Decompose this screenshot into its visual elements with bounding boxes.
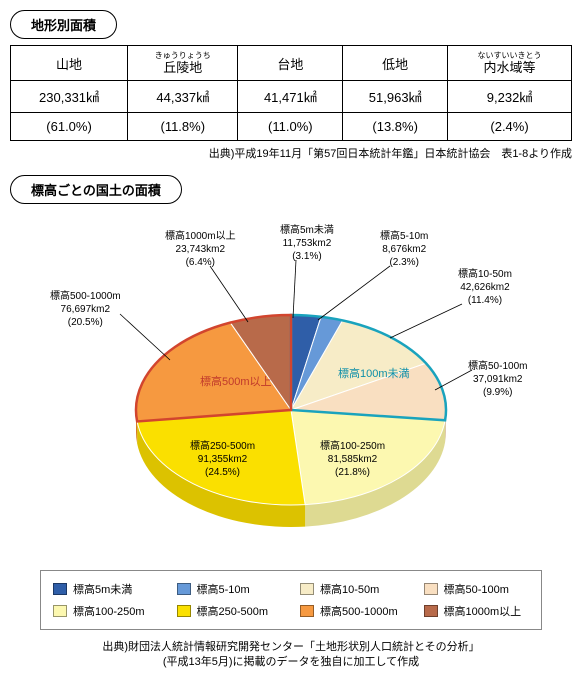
cell-pct: (61.0%): [11, 113, 128, 141]
annot-high: 標高500m以上: [200, 373, 272, 389]
slice-label: 標高100-250m81,585km2(21.8%): [320, 440, 385, 479]
legend-item: 標高500-1000m: [300, 603, 406, 619]
col-header: 山地: [11, 46, 128, 81]
legend-label: 標高250-500m: [197, 603, 269, 619]
legend-swatch-icon: [424, 583, 438, 595]
legend: 標高5m未満 標高5-10m 標高10-50m 標高50-100m 標高100-250…: [40, 570, 542, 630]
slice-label: 標高10-50m42,626km2(11.4%): [458, 268, 512, 307]
legend-swatch-icon: [300, 583, 314, 595]
legend-swatch-icon: [53, 605, 67, 617]
col-header: 台地: [238, 46, 343, 81]
section2-title: 標高ごとの国土の面積: [10, 175, 182, 204]
section1-source: 出典)平成19年11月「第57回日本統計年鑑」日本統計協会 表1-8より作成: [10, 145, 572, 161]
cell-pct: (11.0%): [238, 113, 343, 141]
slice-label: 標高5m未満11,753km2(3.1%): [280, 224, 334, 263]
cell-area: 230,331㎢: [11, 81, 128, 113]
pie-chart: 標高100m未満 標高500m以上 標高5m未満11,753km2(3.1%) 標…: [10, 210, 572, 560]
legend-item: 標高5m未満: [53, 581, 159, 597]
col-header: きゅうりょうち丘陵地: [128, 46, 238, 81]
slice-label: 標高500-1000m76,697km2(20.5%): [50, 290, 121, 329]
legend-item: 標高5-10m: [177, 581, 283, 597]
legend-label: 標高10-50m: [320, 581, 379, 597]
legend-item: 標高100-250m: [53, 603, 159, 619]
slice-label: 標高250-500m91,355km2(24.5%): [190, 440, 255, 479]
cell-area: 9,232㎢: [448, 81, 572, 113]
legend-label: 標高100-250m: [73, 603, 145, 619]
legend-label: 標高1000m以上: [444, 603, 522, 619]
slice-label: 標高1000m以上23,743km2(6.4%): [165, 230, 236, 269]
source2-line2: (平成13年5月)に掲載のデータを独自に加工して作成: [163, 656, 419, 668]
legend-label: 標高500-1000m: [320, 603, 398, 619]
legend-item: 標高10-50m: [300, 581, 406, 597]
legend-item: 標高250-500m: [177, 603, 283, 619]
legend-label: 標高5-10m: [197, 581, 250, 597]
legend-label: 標高50-100m: [444, 581, 509, 597]
col-header: ないすいいきとう内水域等: [448, 46, 572, 81]
legend-item: 標高1000m以上: [424, 603, 530, 619]
legend-item: 標高50-100m: [424, 581, 530, 597]
annot-low: 標高100m未満: [338, 365, 410, 381]
slice-label: 標高50-100m37,091km2(9.9%): [468, 360, 527, 399]
cell-pct: (11.8%): [128, 113, 238, 141]
legend-label: 標高5m未満: [73, 581, 132, 597]
section2-source: 出典)財団法人統計情報研究開発センター「土地形状別人口統計とその分析」 (平成1…: [10, 640, 572, 671]
cell-area: 44,337㎢: [128, 81, 238, 113]
legend-swatch-icon: [177, 583, 191, 595]
legend-swatch-icon: [177, 605, 191, 617]
legend-swatch-icon: [53, 583, 67, 595]
cell-pct: (13.8%): [343, 113, 448, 141]
legend-swatch-icon: [300, 605, 314, 617]
cell-area: 41,471㎢: [238, 81, 343, 113]
cell-pct: (2.4%): [448, 113, 572, 141]
legend-swatch-icon: [424, 605, 438, 617]
cell-area: 51,963㎢: [343, 81, 448, 113]
col-header: 低地: [343, 46, 448, 81]
slice-label: 標高5-10m8,676km2(2.3%): [380, 230, 428, 269]
source2-line1: 出典)財団法人統計情報研究開発センター「土地形状別人口統計とその分析」: [102, 641, 479, 653]
section1-title: 地形別面積: [10, 10, 117, 39]
terrain-table: 山地きゅうりょうち丘陵地台地低地ないすいいきとう内水域等 230,331㎢44,…: [10, 45, 572, 141]
